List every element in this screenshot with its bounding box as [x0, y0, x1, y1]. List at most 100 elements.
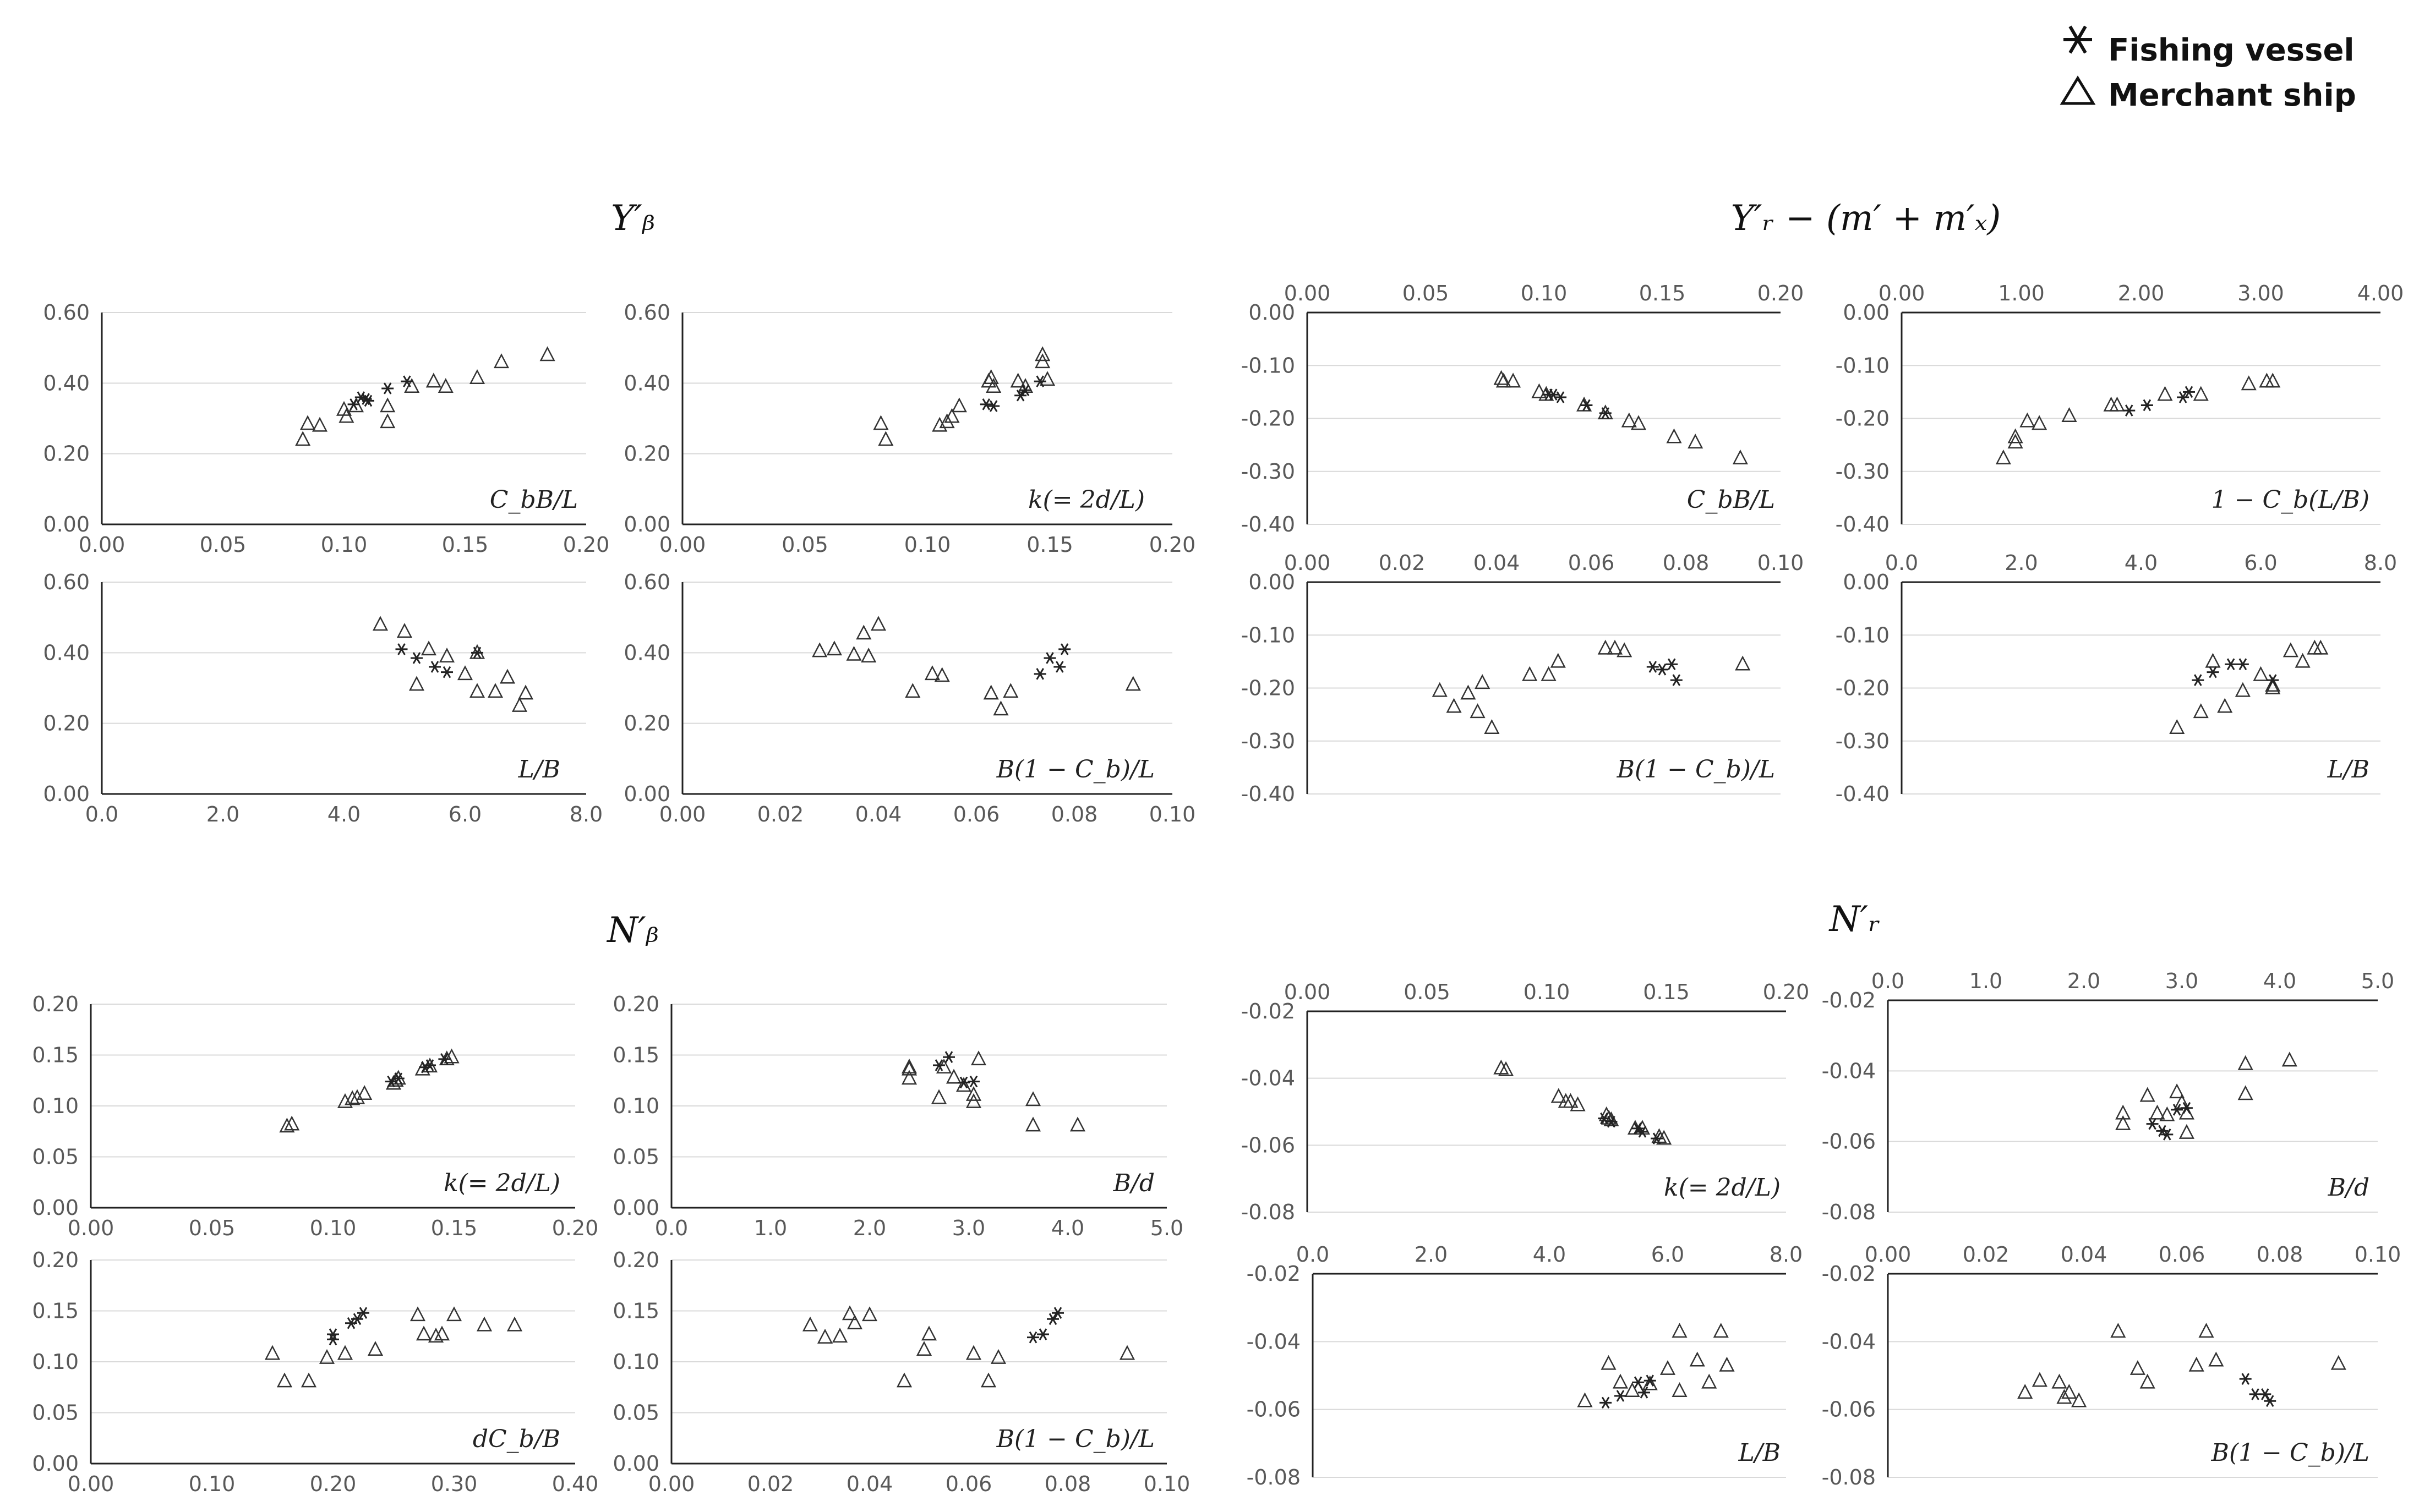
- x-axis-label: 1 − C_b(L/B): [2211, 486, 2369, 514]
- merchant-ship-point: [2295, 653, 2311, 668]
- x-tick-label: 8.0: [1770, 1242, 1803, 1267]
- y-tick-label: 0.20: [613, 992, 659, 1016]
- x-tick-label: 4.0: [1533, 1242, 1566, 1267]
- y-tick-label: -0.40: [1241, 782, 1295, 806]
- merchant-ship-point: [934, 667, 950, 682]
- x-tick-label: 0.0: [1296, 1242, 1329, 1267]
- y-tick-label: -0.04: [1822, 1329, 1876, 1354]
- scatter-panel-3: 0.00 0.20 0.40 0.60 0.0 2.0 4.0 6.0 8.0 L/B: [43, 570, 603, 826]
- x-tick-label: 0.20: [1763, 980, 1810, 1004]
- merchant-ship-point: [2178, 1124, 2194, 1139]
- merchant-ship-point: [990, 1349, 1007, 1364]
- fishing-vessel-point: [1632, 1376, 1645, 1389]
- x-tick-label: 0.20: [563, 533, 610, 557]
- merchant-ship-point: [439, 648, 455, 662]
- y-tick-label: 0.20: [613, 1248, 659, 1272]
- merchant-ship-point: [487, 683, 504, 698]
- merchant-ship-point: [345, 1090, 361, 1105]
- merchant-ship-point: [312, 417, 328, 432]
- merchant-ship-point: [2017, 1384, 2033, 1399]
- merchant-ship-point: [1475, 674, 1490, 689]
- merchant-ship-point: [2265, 372, 2281, 388]
- fishing-vessel-point: [2236, 658, 2249, 670]
- y-tick-label: 0.20: [43, 442, 90, 466]
- fishing-vessel-point: [980, 398, 992, 410]
- x-tick-label: 0.10: [904, 533, 951, 557]
- merchant-ship-point: [861, 648, 877, 662]
- y-tick-label: 0.60: [43, 570, 90, 594]
- scatter-panel-2: 0.000.200.400.600.00 0.05 0.10 0.15 0.20k(= …: [624, 300, 1195, 557]
- scatter-panel-10: 0.00 0.05 0.10 0.15 0.20 0.0 1.0 2.0 3.0 4.0 5.0 B/…: [613, 992, 1183, 1240]
- x-tick-label: 0.0: [655, 1216, 688, 1240]
- merchant-ship-point: [301, 1372, 317, 1388]
- x-tick-label: 0.15: [442, 533, 489, 557]
- merchant-ship-point: [499, 669, 516, 684]
- y-tick-label: -0.10: [1241, 353, 1295, 377]
- merchant-ship-point: [1735, 655, 1751, 671]
- y-tick-label: 0.00: [613, 1196, 659, 1220]
- x-tick-label: 0.00: [68, 1472, 114, 1496]
- x-axis-label: dC_b/B: [473, 1425, 560, 1453]
- x-axis-label: L/B: [2327, 755, 2369, 784]
- y-tick-label: -0.40: [1241, 512, 1295, 536]
- fishing-vessel-point: [933, 1059, 945, 1071]
- x-tick-label: 6.0: [1651, 1242, 1684, 1267]
- x-axis-label: k(= 2d/L): [1028, 486, 1145, 514]
- fishing-vessel-point: [2225, 658, 2237, 670]
- merchant-ship-point: [896, 1372, 913, 1388]
- y-tick-label: -0.06: [1241, 1133, 1295, 1157]
- fishing-vessel-point: [357, 1307, 369, 1319]
- merchant-ship-point: [2109, 396, 2125, 412]
- fishing-vessel-point: [1656, 664, 1668, 676]
- merchant-ship-point: [2157, 386, 2173, 401]
- merchant-ship-point: [1601, 1355, 1617, 1370]
- x-tick-label: 0.00: [659, 533, 706, 557]
- merchant-ship-point: [846, 645, 862, 661]
- fishing-vessel-point: [1599, 407, 1612, 419]
- merchant-ship-point: [901, 1058, 918, 1073]
- x-tick-label: 0.20: [310, 1472, 357, 1496]
- merchant-ship-point: [1484, 719, 1500, 734]
- merchant-ship-point: [924, 665, 940, 681]
- fishing-vessel-legend-marker: [2063, 25, 2092, 54]
- x-tick-label: 0.00: [1284, 551, 1331, 575]
- fishing-vessel-point: [2239, 1373, 2252, 1385]
- x-tick-label: 0.06: [953, 802, 1000, 826]
- merchant-ship-point: [2149, 1104, 2165, 1120]
- merchant-ship-point: [2159, 1106, 2175, 1121]
- merchant-ship-point: [2193, 386, 2209, 401]
- merchant-ship-point: [264, 1345, 281, 1360]
- x-axis-label: B/d: [2328, 1174, 2369, 1202]
- y-tick-label: -0.30: [1836, 729, 1890, 753]
- fishing-vessel-point: [987, 400, 1000, 412]
- merchant-ship-point: [931, 1089, 947, 1104]
- fishing-vessel-point: [1599, 1396, 1612, 1409]
- scatter-panel-9: 0.00 0.05 0.10 0.15 0.20 0.00 0.05 0.10 0.15 0.20…: [32, 992, 598, 1240]
- merchant-ship-point: [1035, 353, 1051, 369]
- fishing-vessel-point: [2123, 404, 2136, 417]
- x-tick-label: 0.06: [1568, 551, 1615, 575]
- merchant-ship-point: [1531, 383, 1547, 398]
- x-tick-label: 2.0: [853, 1216, 886, 1240]
- fishing-vessel-point: [362, 395, 374, 407]
- y-tick-label: -0.30: [1241, 459, 1295, 484]
- legend-label-merchant-ship: Merchant ship: [2108, 78, 2356, 113]
- y-tick-label: 0.40: [624, 640, 670, 665]
- merchant-ship-point: [905, 683, 921, 698]
- merchant-ship-point: [1550, 653, 1566, 668]
- fishing-vessel-point: [1053, 661, 1066, 673]
- merchant-ship-point: [847, 1314, 863, 1329]
- y-tick-label: 0.15: [32, 1043, 79, 1067]
- x-axis-label: B/d: [1113, 1169, 1155, 1197]
- scatter-panel-6: 0.00 -0.10 -0.20 -0.30 -0.40 0.00 1.00 2.00 3.00…: [1836, 281, 2404, 536]
- merchant-ship-point: [276, 1372, 293, 1388]
- x-axis-label: B(1 − C_b)/L: [1617, 755, 1775, 784]
- y-tick-label: 0.20: [43, 711, 90, 736]
- merchant-ship-point: [1025, 1091, 1041, 1106]
- merchant-ship-point: [319, 1349, 335, 1364]
- fishing-vessel-point: [958, 1076, 970, 1089]
- x-tick-label: 3.0: [2165, 969, 2198, 993]
- fishing-vessel-point: [2140, 399, 2153, 412]
- x-tick-label: 5.0: [1150, 1216, 1183, 1240]
- merchant-ship-point: [826, 640, 842, 656]
